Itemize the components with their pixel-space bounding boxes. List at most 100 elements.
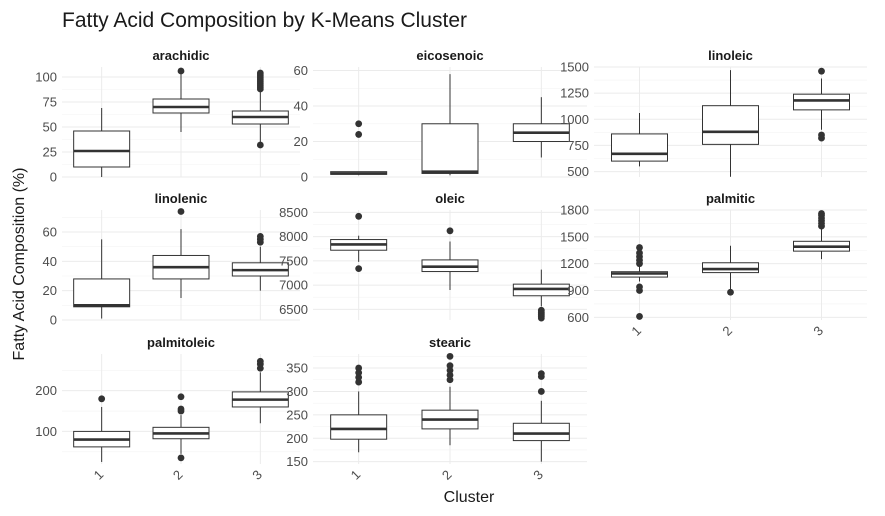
box-cluster-2	[152, 393, 210, 462]
outlier-point	[446, 352, 454, 360]
box-cluster-1	[73, 108, 131, 177]
y-tick-label: 0	[50, 313, 57, 328]
panel-linolenic: 0 20 40 60 linolenic	[43, 191, 300, 328]
box-cluster-2	[421, 74, 479, 176]
y-tick-label: 900	[567, 283, 589, 298]
box-cluster-2	[702, 70, 759, 177]
iqr-box	[793, 93, 850, 111]
outlier-point	[818, 210, 825, 217]
outlier-point	[177, 393, 185, 401]
y-tick-label: 250	[286, 407, 308, 422]
outlier-point	[446, 376, 454, 384]
y-tick-label: 6500	[279, 302, 308, 317]
x-tick-label: 3	[810, 323, 826, 339]
facet-label: palmitic	[706, 191, 755, 206]
box-cluster-1	[73, 395, 131, 462]
chart-title: Fatty Acid Composition by K-Means Cluste…	[62, 9, 467, 32]
box-cluster-1	[73, 239, 131, 319]
outlier-point	[355, 378, 363, 386]
y-tick-label: 200	[286, 431, 308, 446]
x-tick-label: 2	[719, 323, 735, 339]
outlier-point	[446, 227, 454, 235]
y-axis-title: Fatty Acid Composition (%)	[11, 168, 28, 361]
facet-label: palmitoleic	[147, 335, 215, 350]
y-tick-label: 8000	[279, 229, 308, 244]
box-cluster-3	[512, 370, 570, 462]
y-tick-label: 1200	[560, 256, 589, 271]
facet-label: eicosenoic	[416, 48, 483, 63]
box-cluster-3	[793, 67, 850, 142]
panel-stearic: 150 200 250 300 350 stearic 1 2 3	[286, 335, 587, 483]
panel-arachidic: 0 25 50 75 100 arachidic	[35, 48, 300, 185]
outlier-point	[355, 369, 363, 377]
y-tick-label: 1000	[560, 112, 589, 127]
y-tick-label: 500	[567, 164, 589, 179]
outlier-point	[727, 288, 734, 296]
y-tick-label: 100	[35, 424, 57, 439]
y-tick-label: 60	[294, 63, 308, 78]
outlier-point	[537, 388, 545, 395]
y-tick-label: 20	[43, 283, 57, 298]
outlier-point	[818, 131, 825, 139]
outlier-point	[98, 395, 106, 403]
facet-label: oleic	[435, 191, 465, 206]
y-tick-label: 20	[294, 134, 308, 149]
facet-label: linolenic	[155, 191, 208, 206]
y-tick-label: 60	[43, 225, 57, 240]
y-tick-label: 25	[43, 145, 57, 160]
outlier-point	[537, 306, 545, 314]
iqr-box	[73, 130, 131, 168]
y-tick-label: 7500	[279, 253, 308, 268]
facet-label: stearic	[429, 335, 471, 350]
box-cluster-3	[512, 97, 570, 158]
x-tick-label: 3	[530, 467, 546, 483]
outlier-point	[818, 67, 825, 75]
outlier-point	[256, 357, 264, 365]
outlier-point	[177, 454, 185, 462]
box-cluster-2	[152, 67, 210, 132]
x-tick-label: 1	[348, 467, 364, 483]
outlier-point	[446, 362, 454, 370]
y-tick-label: 40	[294, 99, 308, 114]
box-cluster-1	[611, 244, 668, 320]
outlier-point	[355, 120, 363, 128]
box-cluster-1	[611, 113, 668, 167]
outlier-point	[355, 364, 363, 372]
outlier-point	[177, 67, 185, 75]
outlier-point	[256, 233, 264, 240]
outlier-point	[537, 370, 545, 378]
y-tick-label: 8500	[279, 205, 308, 220]
y-tick-label: 0	[50, 170, 57, 185]
outlier-point	[177, 208, 185, 215]
y-tick-label: 1800	[560, 203, 589, 218]
outlier-point	[256, 141, 264, 149]
y-tick-label: 50	[43, 120, 57, 135]
x-tick-label: 2	[439, 467, 455, 483]
panel-linoleic: 500 750 1000 1250 1500 linoleic	[560, 48, 867, 179]
x-tick-label: 1	[91, 467, 107, 483]
y-tick-label: 350	[286, 361, 308, 376]
x-axis-title: Cluster	[444, 489, 495, 506]
y-tick-label: 75	[43, 95, 57, 110]
outlier-point	[636, 244, 643, 251]
outlier-point	[446, 371, 454, 379]
y-tick-label: 7000	[279, 278, 308, 293]
panel-eicosenoic: 0 20 40 60 eicosenoic	[294, 48, 587, 185]
box-cluster-2	[702, 245, 759, 296]
outlier-point	[355, 374, 363, 381]
iqr-box	[702, 262, 759, 274]
facet-label: linoleic	[708, 48, 753, 63]
panel-oleic: 6500 7000 7500 8000 8500 oleic	[279, 191, 587, 322]
outlier-point	[256, 69, 264, 77]
y-tick-label: 600	[567, 310, 589, 325]
x-tick-label: 2	[170, 467, 186, 483]
x-tick-label: 1	[628, 323, 644, 339]
outlier-point	[355, 265, 363, 273]
outlier-point	[355, 131, 363, 138]
facet-panels: 0255075100arachidic0204060eicosenoic5007…	[35, 48, 867, 483]
y-tick-label: 1500	[560, 229, 589, 244]
panel-palmitic: 600 900 1200 1500 1800 palmitic 1 2 3	[560, 191, 867, 339]
outlier-point	[636, 313, 643, 320]
box-cluster-3	[231, 69, 289, 149]
